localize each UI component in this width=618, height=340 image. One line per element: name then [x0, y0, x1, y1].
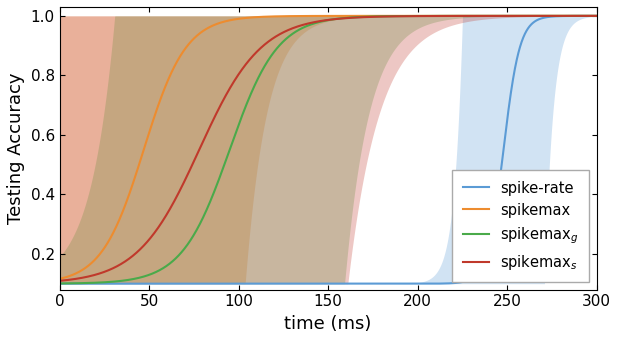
Legend: spike-rate, spikemax, spikemax$_g$, spikemax$_s$: spike-rate, spikemax, spikemax$_g$, spik… — [452, 170, 590, 282]
Y-axis label: Testing Accuracy: Testing Accuracy — [7, 72, 25, 224]
X-axis label: time (ms): time (ms) — [284, 315, 372, 333]
